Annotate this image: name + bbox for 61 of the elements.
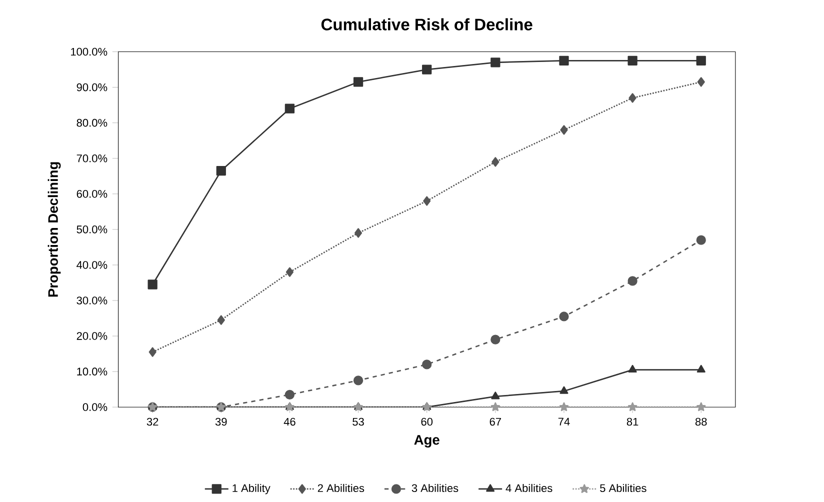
legend-label: 5 Abilities <box>600 484 646 492</box>
point <box>490 58 500 68</box>
point <box>490 402 500 412</box>
y-tick-label: 50.0% <box>76 226 108 234</box>
point <box>697 77 705 87</box>
y-tick-label: 70.0% <box>76 154 108 162</box>
y-tick-label: 40.0% <box>76 261 108 270</box>
x-tick-label: 39 <box>215 418 227 426</box>
point <box>354 228 362 238</box>
y-tick-label: 80.0% <box>76 119 108 127</box>
legend-label: 2 Abilities <box>318 484 364 492</box>
point <box>560 386 568 394</box>
point <box>560 125 568 135</box>
point <box>284 104 295 114</box>
y-axis-title: Proportion Declining <box>48 162 61 297</box>
y-tick-label: 20.0% <box>76 332 108 340</box>
x-tick-label: 67 <box>490 418 501 426</box>
point <box>696 365 706 373</box>
point <box>559 312 569 322</box>
point <box>628 276 638 286</box>
point <box>628 93 636 103</box>
x-tick-label: 88 <box>695 418 707 426</box>
point <box>353 77 364 87</box>
point <box>628 402 638 412</box>
point <box>696 235 706 246</box>
x-tick-label: 81 <box>626 418 638 426</box>
y-tick-label: 60.0% <box>76 190 108 198</box>
point <box>216 166 226 176</box>
chart-title: Cumulative Risk of Decline <box>321 18 532 31</box>
point <box>628 56 638 66</box>
x-tick-label: 46 <box>284 418 296 426</box>
point <box>422 360 432 370</box>
x-tick-label: 32 <box>146 418 158 426</box>
y-tick-label: 90.0% <box>76 84 108 92</box>
point <box>559 402 569 412</box>
point <box>628 365 637 373</box>
point <box>284 390 295 400</box>
x-tick-label: 53 <box>352 418 364 426</box>
point <box>696 56 706 66</box>
x-tick-label: 74 <box>558 418 570 426</box>
legend-label: 4 Abilities <box>506 484 552 492</box>
point <box>423 196 431 206</box>
y-tick-label: 30.0% <box>76 296 108 305</box>
x-tick-label: 60 <box>421 418 433 426</box>
point <box>148 280 158 290</box>
point <box>353 376 364 386</box>
y-tick-label: 100.0% <box>71 48 108 56</box>
point <box>286 267 294 278</box>
point <box>491 392 500 400</box>
point <box>696 402 706 412</box>
x-axis-title: Age <box>414 435 440 448</box>
point <box>490 334 500 345</box>
legend-label: 1 Ability <box>232 484 270 494</box>
y-tick-label: 0.0% <box>82 403 108 412</box>
point <box>492 157 500 167</box>
point <box>217 315 225 326</box>
y-tick-label: 10.0% <box>77 368 108 376</box>
point <box>148 347 156 358</box>
legend-label: 3 Abilities <box>412 484 458 492</box>
point <box>559 56 569 66</box>
point <box>422 64 432 75</box>
